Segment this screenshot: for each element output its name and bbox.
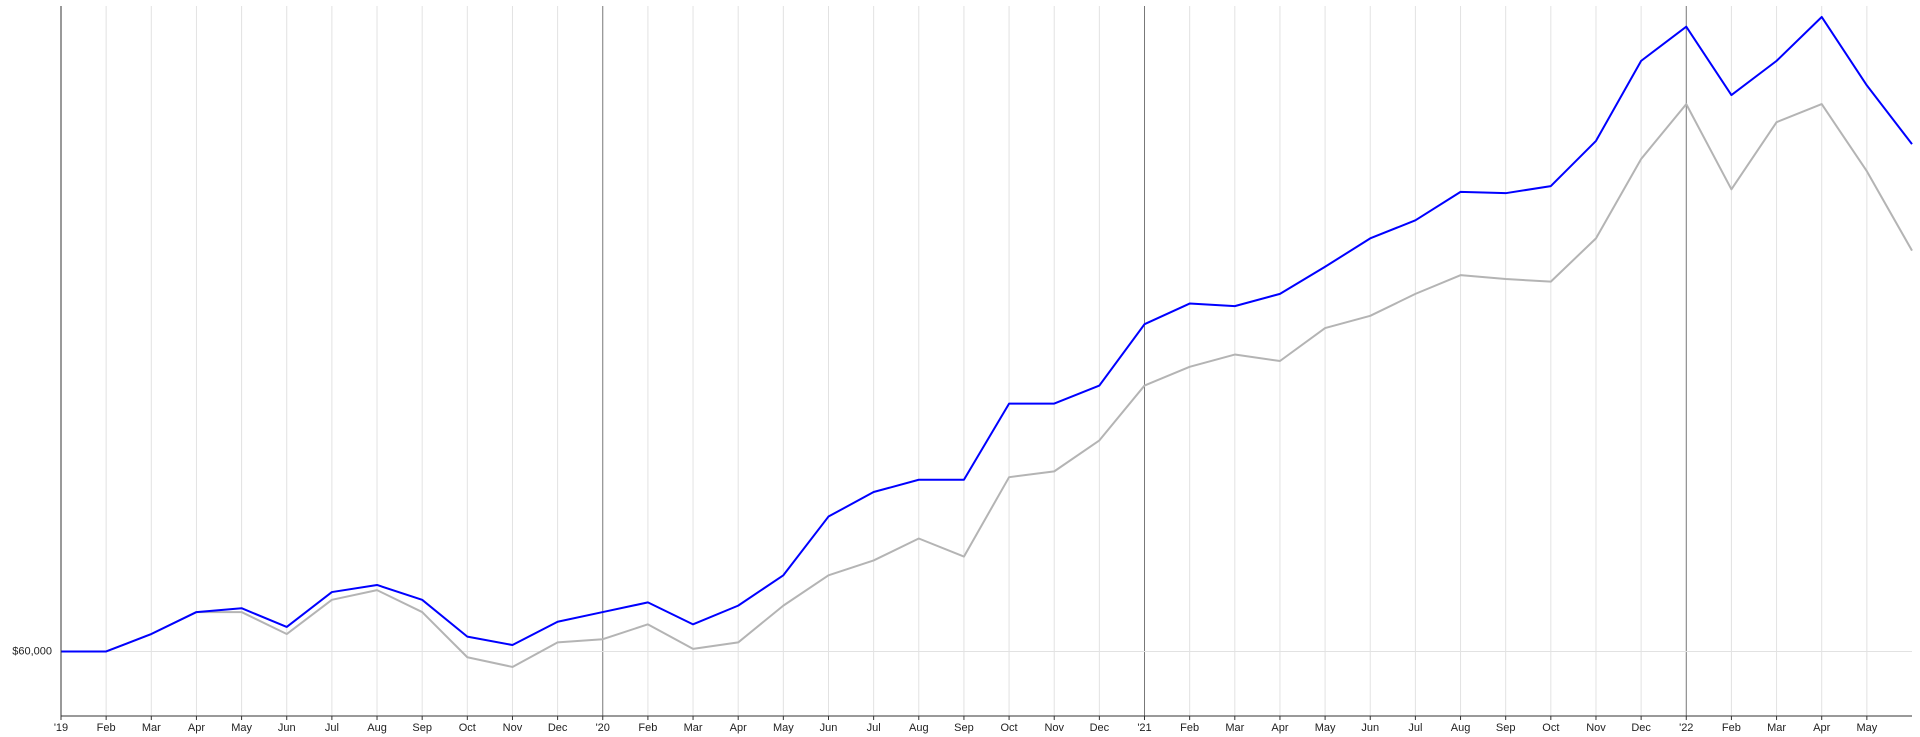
x-tick-label: '21 <box>1137 722 1151 734</box>
x-tick-label: Apr <box>1271 722 1288 734</box>
x-tick-label: May <box>773 722 794 734</box>
x-tick-label: Jun <box>820 722 838 734</box>
x-tick-label: Apr <box>188 722 205 734</box>
x-tick-label: Mar <box>1225 722 1244 734</box>
x-tick-label: Feb <box>1180 722 1199 734</box>
x-tick-label: Apr <box>730 722 747 734</box>
y-tick-label: $60,000 <box>12 645 52 657</box>
x-tick-label: Sep <box>1496 722 1516 734</box>
x-tick-label: Dec <box>1631 722 1651 734</box>
x-tick-label: May <box>1315 722 1336 734</box>
series-line <box>61 103 1913 668</box>
x-tick-label: Aug <box>1451 722 1471 734</box>
x-tick-label: Jul <box>325 722 339 734</box>
series-line <box>61 15 1913 653</box>
x-tick-label: Nov <box>1044 722 1064 734</box>
x-tick-label: Jun <box>1361 722 1379 734</box>
x-tick-label: Mar <box>1767 722 1786 734</box>
x-tick-label: Dec <box>548 722 568 734</box>
x-tick-label: Jun <box>278 722 296 734</box>
x-tick-label: Sep <box>412 722 432 734</box>
x-tick-label: Feb <box>1722 722 1741 734</box>
x-tick-label: Nov <box>503 722 523 734</box>
x-tick-label: '22 <box>1679 722 1693 734</box>
x-tick-label: Nov <box>1586 722 1606 734</box>
axes: '19 Feb Mar Apr May Jun Jul Aug Sep Oct Nov Dec '20 F… <box>12 6 1912 734</box>
x-tick-label: Mar <box>684 722 703 734</box>
x-tick-label: May <box>1856 722 1877 734</box>
x-tick-label: Apr <box>1813 722 1830 734</box>
x-tick-label: Jul <box>1408 722 1422 734</box>
x-tick-label: Jul <box>867 722 881 734</box>
x-tick-label: Oct <box>1542 722 1559 734</box>
grid <box>60 6 1912 716</box>
lines <box>61 15 1913 668</box>
x-tick-label: '19 <box>54 722 68 734</box>
x-tick-label: Oct <box>1001 722 1018 734</box>
x-tick-label: Feb <box>97 722 116 734</box>
x-tick-label: Aug <box>909 722 929 734</box>
x-tick-label: Mar <box>142 722 161 734</box>
x-tick-label: Dec <box>1090 722 1110 734</box>
x-tick-label: Oct <box>459 722 476 734</box>
x-tick-label: '20 <box>596 722 610 734</box>
x-tick-label: May <box>231 722 252 734</box>
x-tick-label: Feb <box>638 722 657 734</box>
x-tick-label: Aug <box>367 722 387 734</box>
x-tick-label: Sep <box>954 722 974 734</box>
